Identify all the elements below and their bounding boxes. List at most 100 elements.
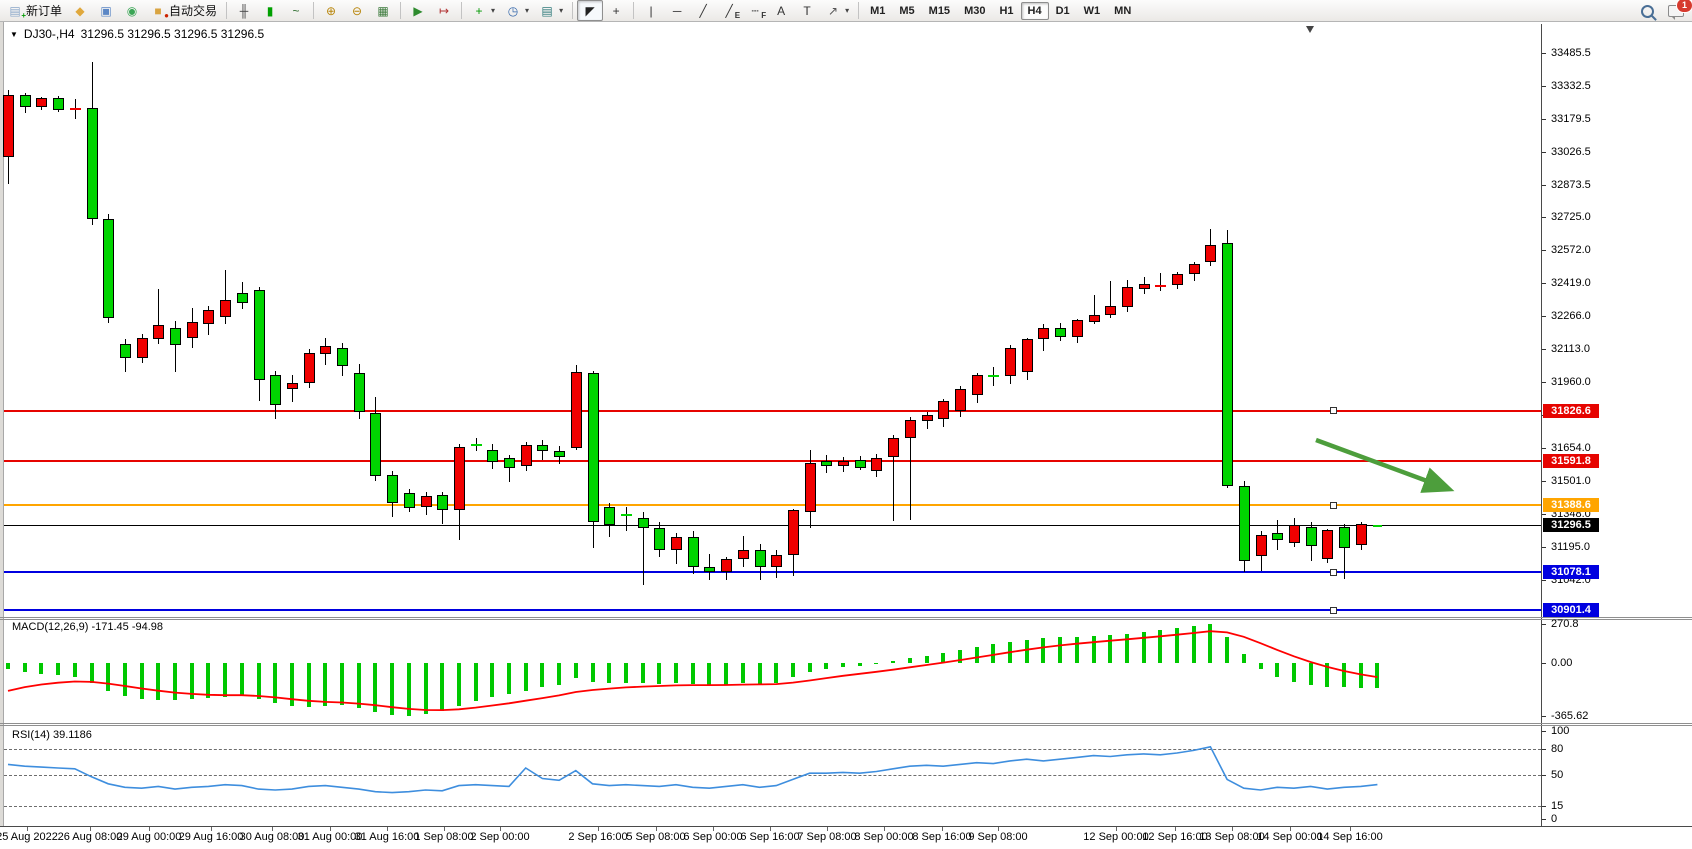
price-tick xyxy=(1541,184,1546,186)
price-tick-label: 33485.5 xyxy=(1551,47,1591,59)
text-label-button[interactable]: T xyxy=(794,0,820,21)
candle xyxy=(671,537,682,551)
price-tick-label: 32725.0 xyxy=(1551,211,1591,224)
vline-button[interactable]: | xyxy=(638,0,664,21)
navigator-button[interactable]: ▣ xyxy=(93,0,119,21)
timeframe-h1-button[interactable]: H1 xyxy=(999,4,1014,17)
timeframe-m15-button[interactable]: M15 xyxy=(928,4,951,17)
zoom-in-icon: ⊕ xyxy=(326,3,337,18)
timeframe-d1-button[interactable]: D1 xyxy=(1055,4,1070,17)
trendline-button[interactable]: ╱ xyxy=(690,0,716,21)
macd-histogram-bar xyxy=(72,663,77,677)
panel-separator[interactable] xyxy=(0,723,1692,724)
date-tick xyxy=(211,827,212,831)
bar-chart-button[interactable]: ╫ xyxy=(231,0,257,21)
shapes-button[interactable]: ↗ ▾ xyxy=(820,0,854,21)
line-anchor-marker[interactable] xyxy=(1330,501,1337,509)
date-tick xyxy=(330,827,331,831)
macd-histogram-bar xyxy=(139,663,144,699)
timeframe-m5-button[interactable]: M5 xyxy=(899,4,915,17)
indicators-button[interactable]: + ▾ xyxy=(466,0,500,21)
line-anchor-marker[interactable] xyxy=(1330,407,1337,415)
crosshair-button[interactable]: + xyxy=(603,0,629,21)
candlestick-button[interactable]: ▮ xyxy=(257,0,283,21)
new-order-button[interactable]: ▤ + 新订单 xyxy=(2,0,67,21)
candle xyxy=(86,107,98,219)
line-anchor-marker[interactable] xyxy=(1330,606,1337,614)
scale-divider xyxy=(1541,24,1542,826)
macd-histogram-bar xyxy=(1091,635,1096,664)
auto-trading-button[interactable]: ■ ● 自动交易 xyxy=(145,0,222,21)
candle xyxy=(236,293,248,304)
date-label: 25 Aug 2022 xyxy=(0,831,58,843)
price-tick xyxy=(1541,514,1546,515)
line-chart-button[interactable]: ~ xyxy=(283,0,309,21)
timeframe-m1-button[interactable]: M1 xyxy=(870,4,886,17)
date-tick xyxy=(656,827,657,831)
price-level-line[interactable] xyxy=(4,504,1541,507)
indicators-icon: + xyxy=(475,3,483,18)
candle xyxy=(554,451,566,458)
rsi-tick xyxy=(1541,731,1546,732)
channel-button[interactable]: ╱ E xyxy=(716,0,742,21)
macd-histogram-bar xyxy=(1041,638,1046,664)
text-button[interactable]: A xyxy=(768,0,794,21)
zoom-in-button[interactable]: ⊕ xyxy=(318,0,344,21)
price-tick xyxy=(1541,250,1546,252)
price-level-line[interactable] xyxy=(4,571,1541,574)
chart-shift-marker-icon[interactable] xyxy=(1306,26,1314,33)
signals-button[interactable]: ◉ xyxy=(119,0,145,21)
market-watch-button[interactable]: ◆ xyxy=(67,0,93,21)
candle xyxy=(286,382,298,390)
price-level-line[interactable] xyxy=(4,524,1541,526)
macd-histogram-bar xyxy=(640,663,645,684)
panel-separator[interactable] xyxy=(0,617,1692,618)
timeframe-m30-button[interactable]: M30 xyxy=(964,4,986,17)
macd-histogram-bar xyxy=(39,663,44,674)
candle xyxy=(954,388,966,411)
macd-histogram-bar xyxy=(523,663,528,691)
panel-separator xyxy=(0,725,1692,726)
price-level-line[interactable] xyxy=(4,460,1541,463)
toolbar-separator xyxy=(572,2,574,19)
candle xyxy=(537,444,549,452)
search-icon[interactable] xyxy=(1641,4,1654,18)
candle xyxy=(938,400,950,419)
macd-histogram-bar xyxy=(674,663,678,684)
macd-histogram-bar xyxy=(122,663,127,696)
chat-icon[interactable]: 1 xyxy=(1668,0,1692,20)
timeframe-mn-button[interactable]: MN xyxy=(1114,4,1132,17)
hline-button[interactable]: ─ xyxy=(664,0,690,21)
periods-button[interactable]: ◷ ▾ xyxy=(500,0,534,21)
chart-shift-button[interactable]: ↦ xyxy=(431,0,457,21)
chevron-down-icon: ▾ xyxy=(525,6,530,15)
rsi-level-line xyxy=(4,748,1541,750)
candle xyxy=(604,506,616,525)
macd-histogram-bar xyxy=(456,663,461,706)
auto-scroll-button[interactable]: ▶ xyxy=(405,0,431,21)
macd-histogram-bar xyxy=(1375,663,1380,688)
candle-wick xyxy=(1110,280,1112,319)
candle-wick xyxy=(1344,524,1345,580)
tile-windows-button[interactable]: ▦ xyxy=(370,0,396,21)
fibonacci-button[interactable]: ┄ F xyxy=(742,0,768,21)
macd-histogram-bar xyxy=(724,663,729,685)
price-level-line[interactable] xyxy=(4,409,1541,412)
candle-wick xyxy=(158,289,160,344)
price-tick-label: 31501.0 xyxy=(1551,475,1591,487)
candle xyxy=(504,457,515,469)
one-click-trading-toggle-icon[interactable]: ▼ xyxy=(10,29,18,39)
templates-button[interactable]: ▤ ▾ xyxy=(534,0,568,21)
candle xyxy=(1222,242,1234,487)
line-anchor-marker[interactable] xyxy=(1330,568,1337,576)
candle xyxy=(186,322,198,338)
timeframe-w1-button[interactable]: W1 xyxy=(1083,4,1101,17)
date-label: 2 Sep 00:00 xyxy=(470,831,530,843)
price-tick xyxy=(1541,547,1546,548)
price-level-line[interactable] xyxy=(4,609,1541,612)
macd-histogram-bar xyxy=(189,663,194,700)
zoom-out-button[interactable]: ⊖ xyxy=(344,0,370,21)
cursor-button[interactable]: ◤ xyxy=(577,0,604,21)
timeframe-h4-button[interactable]: H4 xyxy=(1020,1,1049,20)
